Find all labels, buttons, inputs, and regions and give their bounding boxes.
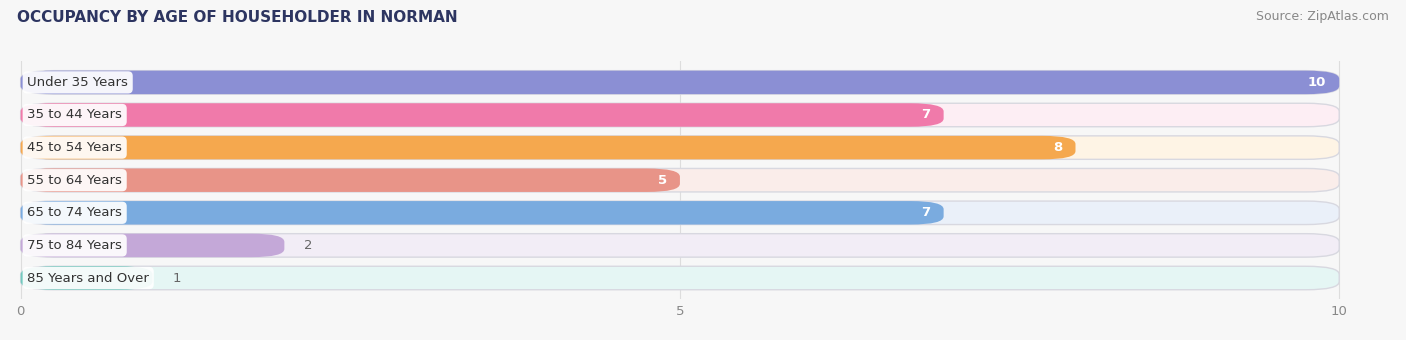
Text: 1: 1 bbox=[173, 272, 181, 285]
Text: Source: ZipAtlas.com: Source: ZipAtlas.com bbox=[1256, 10, 1389, 23]
FancyBboxPatch shape bbox=[21, 234, 284, 257]
Text: 7: 7 bbox=[921, 108, 931, 121]
Text: 5: 5 bbox=[658, 174, 666, 187]
FancyBboxPatch shape bbox=[21, 136, 1076, 159]
Text: 2: 2 bbox=[304, 239, 312, 252]
FancyBboxPatch shape bbox=[21, 201, 943, 224]
Text: 7: 7 bbox=[921, 206, 931, 219]
Text: 35 to 44 Years: 35 to 44 Years bbox=[27, 108, 122, 121]
Text: 10: 10 bbox=[1308, 76, 1326, 89]
FancyBboxPatch shape bbox=[21, 266, 152, 290]
FancyBboxPatch shape bbox=[21, 71, 1339, 94]
Text: 65 to 74 Years: 65 to 74 Years bbox=[27, 206, 122, 219]
FancyBboxPatch shape bbox=[21, 201, 1339, 224]
FancyBboxPatch shape bbox=[21, 168, 1339, 192]
FancyBboxPatch shape bbox=[21, 136, 1339, 159]
FancyBboxPatch shape bbox=[21, 168, 681, 192]
Text: OCCUPANCY BY AGE OF HOUSEHOLDER IN NORMAN: OCCUPANCY BY AGE OF HOUSEHOLDER IN NORMA… bbox=[17, 10, 457, 25]
FancyBboxPatch shape bbox=[21, 234, 1339, 257]
Text: Under 35 Years: Under 35 Years bbox=[27, 76, 128, 89]
Text: 85 Years and Over: 85 Years and Over bbox=[27, 272, 149, 285]
FancyBboxPatch shape bbox=[21, 71, 1339, 94]
Text: 55 to 64 Years: 55 to 64 Years bbox=[27, 174, 122, 187]
Text: 8: 8 bbox=[1053, 141, 1063, 154]
FancyBboxPatch shape bbox=[21, 266, 1339, 290]
FancyBboxPatch shape bbox=[21, 103, 1339, 127]
Text: 75 to 84 Years: 75 to 84 Years bbox=[27, 239, 122, 252]
Text: 45 to 54 Years: 45 to 54 Years bbox=[27, 141, 122, 154]
FancyBboxPatch shape bbox=[21, 103, 943, 127]
